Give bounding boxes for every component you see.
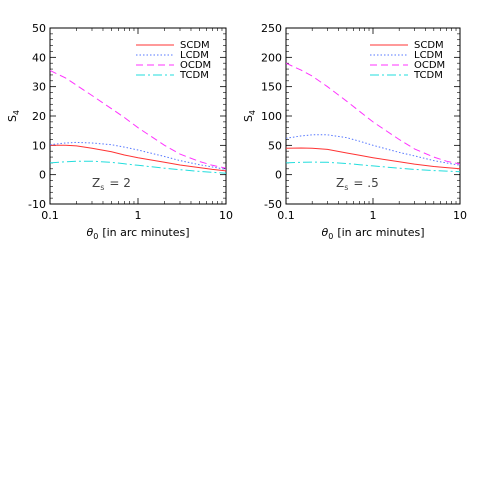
legend-label-scdm: SCDM (414, 40, 444, 51)
y-tick-label: 50 (32, 22, 46, 35)
x-axis-label: θ0 [in arc minutes] (86, 226, 189, 241)
x-tick-label: 1 (370, 209, 377, 222)
series-line-ocdm (50, 70, 226, 169)
series-line-ocdm (286, 62, 460, 165)
x-axis-label-sub: 0 (328, 232, 333, 241)
y-axis-label-sub: 4 (12, 110, 21, 115)
legend-label-scdm: SCDM (180, 40, 210, 51)
redshift-annotation: Zs = .5 (336, 176, 379, 192)
x-axis-label-text: [in arc minutes] (102, 226, 189, 239)
y-axis-label-var: S (242, 115, 255, 122)
x-tick-label: 0.1 (41, 209, 59, 222)
annotation-sub: s (100, 183, 104, 192)
annotation-value: = 2 (109, 176, 131, 190)
y-tick-label: 200 (261, 51, 282, 64)
x-axis-label-text: [in arc minutes] (337, 226, 424, 239)
x-axis-label-symbol: θ (321, 226, 328, 239)
y-axis-label: S4 (242, 110, 257, 122)
legend-label-lcdm: LCDM (180, 50, 209, 61)
annotation-sub: s (344, 183, 348, 192)
x-axis-label: θ0 [in arc minutes] (321, 226, 424, 241)
legend-label-tcdm: TCDM (179, 70, 209, 81)
annotation-var: Z (336, 176, 344, 190)
series-line-tcdm (50, 160, 226, 174)
y-tick-label: -50 (264, 198, 282, 211)
series-line-scdm (50, 144, 226, 172)
y-tick-label: 20 (32, 110, 46, 123)
y-axis-label: S4 (6, 110, 21, 122)
x-axis-label-symbol: θ (86, 226, 93, 239)
y-tick-label: 100 (261, 110, 282, 123)
legend-label-ocdm: OCDM (180, 60, 211, 71)
y-tick-label: 0 (275, 169, 282, 182)
x-tick-label: 0.1 (277, 209, 295, 222)
y-tick-label: 40 (32, 51, 46, 64)
x-tick-label: 1 (135, 209, 142, 222)
annotation-value: = .5 (353, 176, 378, 190)
y-tick-label: 0 (39, 169, 46, 182)
y-tick-label: 10 (32, 139, 46, 152)
legend-label-tcdm: TCDM (413, 70, 443, 81)
series-line-lcdm (50, 141, 226, 170)
y-tick-label: 250 (261, 22, 282, 35)
legend-label-lcdm: LCDM (414, 50, 443, 61)
series-line-scdm (286, 147, 460, 170)
x-tick-label: 10 (453, 209, 467, 222)
series-line-tcdm (286, 161, 460, 173)
legend-label-ocdm: OCDM (414, 60, 445, 71)
y-tick-label: 30 (32, 81, 46, 94)
y-tick-label: 50 (268, 139, 282, 152)
series-line-lcdm (286, 134, 460, 166)
y-tick-label: -10 (28, 198, 46, 211)
redshift-annotation: Zs = 2 (92, 176, 131, 192)
annotation-var: Z (92, 176, 100, 190)
y-tick-label: 150 (261, 81, 282, 94)
x-tick-label: 10 (219, 209, 233, 222)
y-axis-label-sub: 4 (248, 110, 257, 115)
y-axis-label-var: S (6, 115, 19, 122)
x-axis-label-sub: 0 (93, 232, 98, 241)
